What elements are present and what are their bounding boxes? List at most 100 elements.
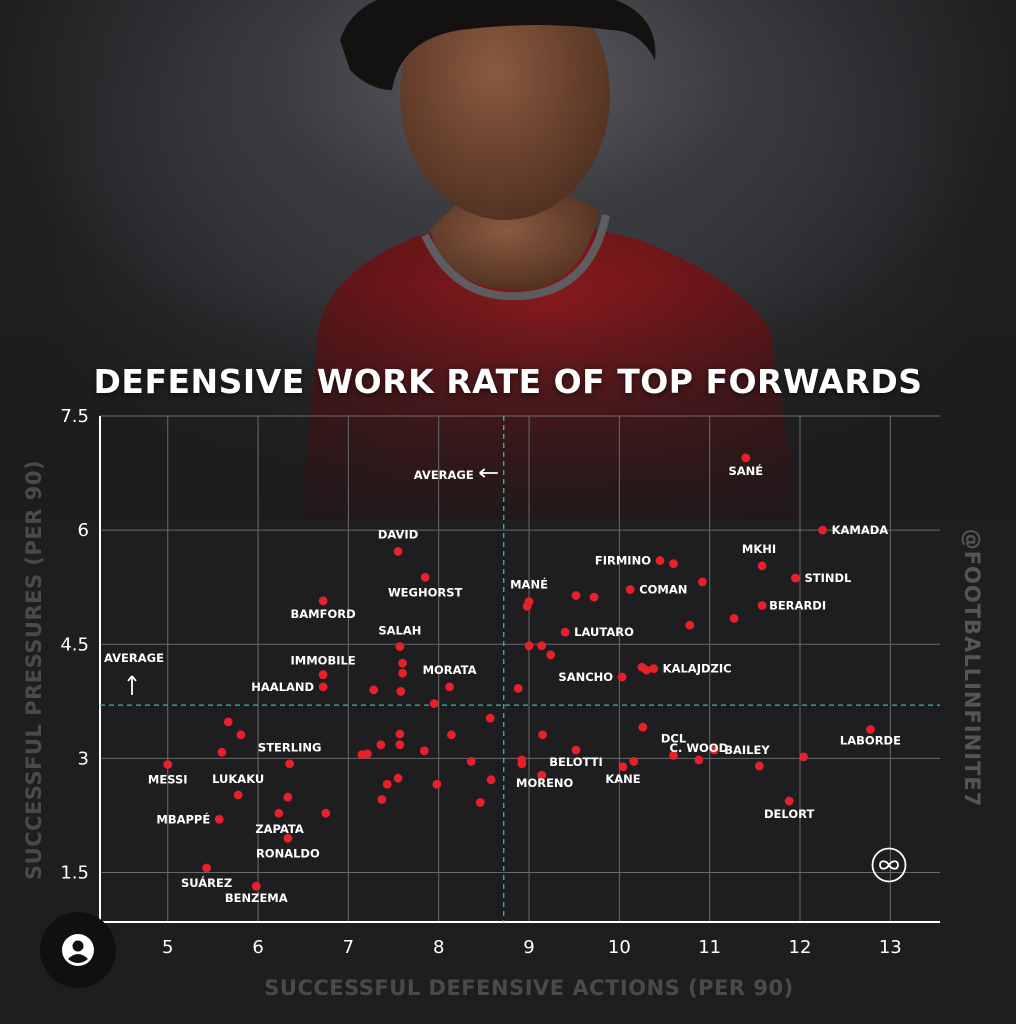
data-point	[517, 759, 527, 769]
point-labels: SANÉ KAMADA DAVID WEGHORST FIRMINO MKHI STINDL…	[148, 463, 901, 905]
point-label: STERLING	[258, 741, 322, 755]
point-label: SALAH	[378, 624, 421, 638]
data-point	[420, 572, 430, 582]
data-point	[709, 745, 719, 755]
data-point	[537, 641, 547, 651]
point-label: MANÉ	[510, 577, 548, 592]
data-point	[694, 755, 704, 765]
point-label: KALAJDZIC	[663, 662, 732, 676]
point-label: MORATA	[423, 663, 477, 677]
data-point	[485, 713, 495, 723]
y-tick-label: 1.5	[60, 863, 89, 884]
point-label: RONALDO	[256, 846, 320, 860]
x-tick-label: 11	[698, 937, 721, 958]
data-point	[393, 547, 403, 556]
point-label: BAILEY	[724, 743, 770, 757]
data-point	[445, 682, 454, 692]
point-label: MESSI	[148, 772, 188, 786]
data-point	[398, 658, 407, 668]
point-label: MKHI	[742, 542, 776, 556]
data-point	[866, 725, 875, 734]
data-point	[395, 729, 405, 739]
point-label: BERARDI	[769, 598, 826, 612]
y-tick-label: 6	[78, 520, 89, 541]
data-point	[233, 790, 243, 800]
x-tick-label: 10	[608, 937, 631, 958]
data-point	[625, 585, 635, 594]
x-tick-label: 12	[789, 937, 812, 958]
data-point	[432, 779, 442, 789]
data-point	[318, 596, 328, 606]
point-label: KANE	[605, 772, 640, 786]
data-point	[649, 664, 659, 674]
point-label: KAMADA	[832, 523, 889, 537]
data-point	[446, 730, 456, 740]
data-point	[617, 672, 627, 682]
point-label: DCL	[661, 731, 687, 745]
point-label: MBAPPÉ	[156, 811, 210, 826]
data-point	[669, 559, 678, 569]
point-label: DELORT	[764, 807, 814, 821]
data-point	[571, 745, 581, 755]
data-point	[398, 668, 407, 678]
data-points	[163, 453, 875, 891]
player-photo	[0, 0, 1016, 520]
data-point	[251, 881, 261, 891]
profile-button[interactable]	[40, 912, 116, 988]
data-point	[377, 795, 387, 804]
point-label: COMAN	[639, 582, 687, 596]
data-point	[629, 757, 639, 766]
data-point	[799, 752, 809, 762]
data-point	[283, 792, 293, 802]
data-point	[642, 665, 651, 675]
x-axis-label: SUCCESSFUL DEFENSIVE ACTIONS (PER 90)	[264, 976, 794, 1000]
y-tick-label: 7.5	[60, 406, 89, 427]
data-point	[475, 798, 485, 807]
point-label: BENZEMA	[225, 891, 288, 905]
data-point	[698, 577, 707, 587]
average-y-arrow-icon	[127, 675, 137, 695]
point-label: LUKAKU	[212, 772, 264, 786]
data-point	[522, 601, 532, 611]
data-point	[395, 740, 405, 750]
data-point	[283, 833, 293, 843]
x-tick-label: 13	[879, 937, 902, 958]
data-point	[818, 525, 827, 535]
x-tick-label: 9	[523, 937, 534, 958]
x-tick-label: 7	[343, 937, 354, 958]
point-label: IMMOBILE	[291, 654, 356, 668]
data-point	[214, 814, 224, 824]
point-label: ZAPATA	[255, 822, 304, 836]
data-point	[202, 863, 211, 873]
point-label: SANÉ	[728, 463, 763, 478]
average-lines: AVERAGE AVERAGE	[100, 416, 940, 922]
data-point	[618, 762, 628, 772]
data-point	[560, 627, 570, 637]
data-point	[395, 642, 405, 651]
data-point	[318, 670, 328, 680]
axis-ticks: 5 6 7 8 9 10 11 12 13 1.5 3 4.5 6 7.5	[60, 406, 901, 958]
chart-title: DEFENSIVE WORK RATE OF TOP FORWARDS	[93, 362, 923, 401]
data-point	[321, 808, 331, 818]
average-x-label: AVERAGE	[414, 468, 474, 482]
data-point	[757, 561, 767, 571]
y-tick-label: 3	[78, 748, 89, 769]
average-x-arrow-icon	[479, 468, 498, 478]
data-point	[486, 775, 496, 785]
credit-watermark: @FOOTBALLINFINITE7	[960, 528, 984, 808]
point-label: LABORDE	[840, 733, 901, 747]
data-point	[393, 773, 403, 783]
data-point	[524, 641, 534, 651]
data-point	[318, 682, 328, 692]
data-point	[537, 770, 547, 780]
data-point	[791, 573, 800, 583]
x-tick-label: 6	[252, 937, 263, 958]
data-point	[217, 747, 227, 757]
data-point	[513, 684, 523, 693]
data-point	[357, 750, 367, 760]
point-label: SANCHO	[558, 670, 613, 684]
data-point	[466, 757, 476, 766]
data-point	[546, 650, 556, 660]
data-point	[369, 685, 379, 695]
